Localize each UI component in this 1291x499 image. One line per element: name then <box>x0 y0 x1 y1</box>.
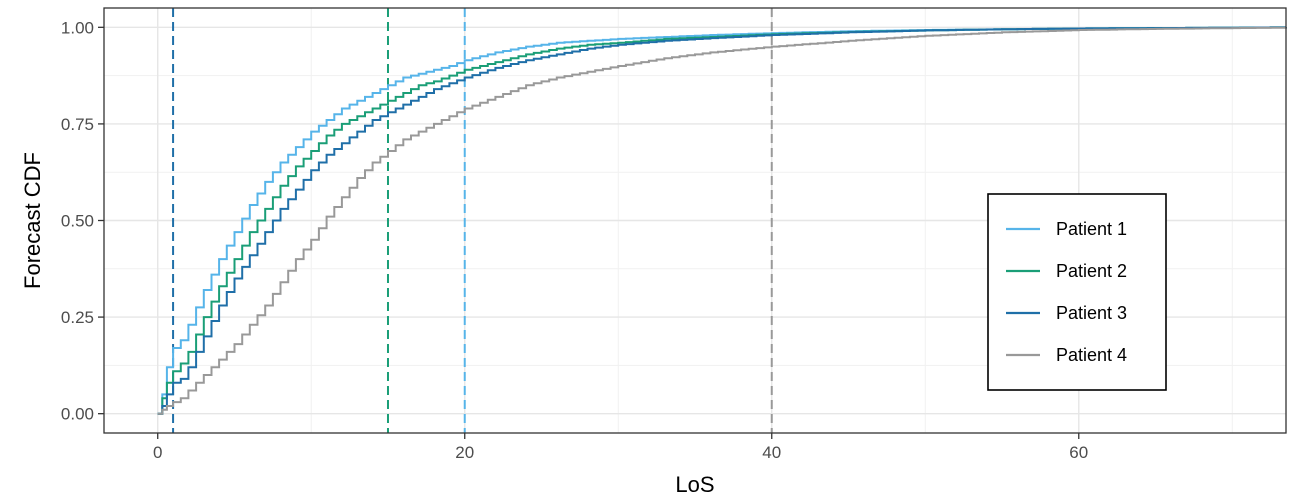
y-tick-label: 0.75 <box>61 115 94 134</box>
legend-box <box>987 193 1167 391</box>
x-axis-ticks: 0 20 40 60 <box>153 433 1088 462</box>
x-axis-title: LoS <box>675 472 714 497</box>
y-tick-label: 0.25 <box>61 308 94 327</box>
x-tick-label: 0 <box>153 443 162 462</box>
y-tick-label: 0.00 <box>61 405 94 424</box>
series-lines <box>157 26 1287 415</box>
series-line-4 <box>157 26 1287 415</box>
y-axis-ticks: 0.00 0.25 0.50 0.75 1.00 <box>61 18 104 424</box>
legend-label-1: Patient 1 <box>1056 219 1127 239</box>
legend-label-3: Patient 3 <box>1056 303 1127 323</box>
y-tick-label: 1.00 <box>61 18 94 37</box>
series-line-3 <box>157 26 1287 415</box>
y-axis-title: Forecast CDF <box>20 152 45 289</box>
legend-label-4: Patient 4 <box>1056 345 1127 365</box>
legend: Patient 1 Patient 2 Patient 3 Patient 4 <box>987 193 1167 391</box>
x-tick-label: 40 <box>762 443 781 462</box>
x-tick-label: 20 <box>455 443 474 462</box>
y-tick-label: 0.50 <box>61 212 94 231</box>
legend-label-2: Patient 2 <box>1056 261 1127 281</box>
x-tick-label: 60 <box>1069 443 1088 462</box>
